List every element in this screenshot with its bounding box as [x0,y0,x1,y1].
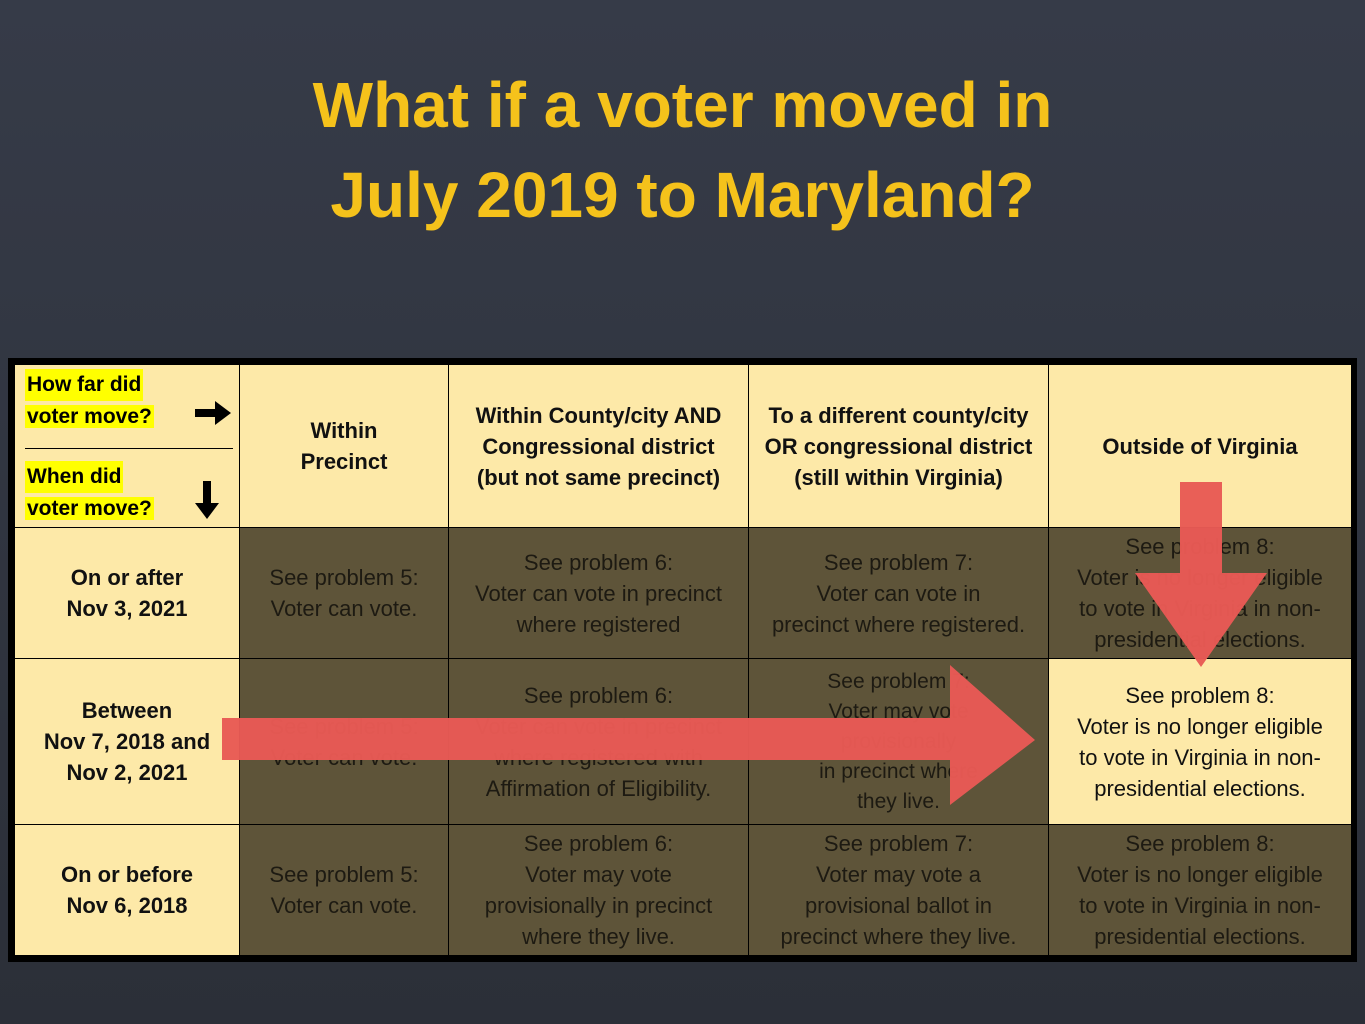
table-header-row: How far did voter move? When did voter m… [14,363,1352,529]
title-line-2: July 2019 to Maryland? [330,159,1035,231]
cell-line: presidential elections. [1094,923,1306,949]
cell-line: Voter can vote. [270,892,418,918]
table-cell: See problem 5: Voter can vote. [239,527,449,660]
when-label: When did voter move? [25,461,154,525]
table-cell: See problem 7: Voter can vote in precinc… [748,527,1049,660]
cell-line: precinct where they live. [780,923,1017,949]
cell-line: where registered [516,611,681,637]
how-far-line-2: voter move? [25,405,154,428]
column-header-different-county: To a different county/city OR congressio… [748,363,1049,529]
cell-line: precinct where registered. [771,611,1026,637]
col-header-line: (but not same precinct) [476,464,721,490]
cell-line: to vote in Virginia in non- [1079,892,1321,918]
column-header-within-precinct: Within Precinct [239,363,449,529]
table-row-after-nov-2021: On or after Nov 3, 2021 See problem 5: V… [14,527,1352,660]
column-header-outside-virginia: Outside of Virginia [1048,363,1352,529]
cell-line: See problem 8: [1125,682,1275,708]
cell-line: to vote in Virginia in non- [1079,744,1321,770]
cell-line: where they live. [522,923,675,949]
col-header-line: Within County/city AND [475,402,722,428]
cell-line: Voter is no longer eligible [1077,713,1323,739]
cell-line: Voter can vote in precinct [474,713,723,739]
corner-cell: How far did voter move? When did voter m… [14,363,240,529]
cell-line: Voter may vote [525,861,672,887]
table-cell: See problem 6: Voter can vote in precinc… [448,527,749,660]
voter-move-table: How far did voter move? When did voter m… [8,358,1357,962]
col-header-line: Precinct [300,449,388,475]
cell-line: Voter can vote in precinct [474,580,723,606]
cell-line: provisionally [840,729,957,753]
cell-line: See problem 7: [823,830,974,856]
cell-line: to vote in Virginia in non- [1079,596,1321,622]
corner-divider [25,448,233,449]
table-cell: See problem 8: Voter is no longer eligib… [1048,527,1352,660]
table-row-between-2018-2021: Between Nov 7, 2018 and Nov 2, 2021 See … [14,658,1352,825]
slide-title: What if a voter moved in July 2019 to Ma… [0,60,1365,240]
cell-line: presidential elections. [1094,627,1306,653]
col-header-line: To a different county/city [768,402,1029,428]
row-header: On or after Nov 3, 2021 [14,527,240,660]
row-header-line: Nov 7, 2018 and [43,729,211,755]
cell-line: Voter is no longer eligible [1077,565,1323,591]
cell-line: See problem 5: [269,861,419,887]
cell-line: Voter can vote. [270,596,418,622]
table-cell: See problem 7: Voter may vote a provisio… [748,823,1049,957]
cell-line: Voter may vote a [815,861,982,887]
table-cell: See problem 5: Voter can vote. [239,658,449,825]
row-header-line: Nov 2, 2021 [66,760,188,786]
row-header-line: On or before [60,861,193,887]
row-header-line: On or after [70,565,184,591]
cell-line: Voter is no longer eligible [1077,861,1323,887]
row-header: Between Nov 7, 2018 and Nov 2, 2021 [14,658,240,825]
table-cell: See problem 8: Voter is no longer eligib… [1048,823,1352,957]
cell-line: Voter may vote [828,699,969,723]
highlighted-cell: See problem 8: Voter is no longer eligib… [1048,658,1352,825]
how-far-label: How far did voter move? [25,369,154,433]
row-header-line: Between [81,698,173,724]
cell-line: provisional ballot in [804,892,993,918]
table-cell: See problem 6: Voter may vote provisiona… [448,823,749,957]
cell-line: See problem 6: [523,549,674,575]
cell-line: in precinct where [819,759,978,783]
col-header-line: Within [310,418,378,444]
cell-line: presidential elections. [1094,775,1306,801]
cell-line: provisionally in precinct [484,892,713,918]
cell-line: See problem 6: [523,830,674,856]
table-cell: See problem 6: Voter can vote in precinc… [448,658,749,825]
row-header-line: Nov 3, 2021 [66,596,188,622]
cell-line: they live. [857,789,940,813]
col-header-line: Congressional district [482,433,715,459]
cell-line: See problem 7: [827,669,970,693]
col-header-line: Outside of Virginia [1102,433,1298,459]
how-far-line-1: How far did [25,369,144,401]
arrow-right-icon [195,401,231,425]
cell-line: See problem 7: [823,549,974,575]
cell-line: See problem 5: [269,565,419,591]
column-header-within-county: Within County/city AND Congressional dis… [448,363,749,529]
cell-line: Voter can vote. [270,744,418,770]
row-header-line: Nov 6, 2018 [66,892,188,918]
arrow-down-icon [195,481,219,520]
cell-line: See problem 8: [1125,534,1275,560]
table-cell: See problem 7: Voter may vote provisiona… [748,658,1049,825]
table-row-before-nov-2018: On or before Nov 6, 2018 See problem 5: … [14,823,1352,957]
cell-line: where registered with [493,744,704,770]
col-header-line: OR congressional district [764,433,1033,459]
row-header: On or before Nov 6, 2018 [14,823,240,957]
cell-line: See problem 8: [1125,830,1275,856]
table-cell: See problem 5: Voter can vote. [239,823,449,957]
cell-line: Voter can vote in [816,580,981,606]
cell-line: See problem 6: [523,682,674,708]
col-header-line: (still within Virginia) [794,464,1003,490]
cell-line: Affirmation of Eligibility. [485,775,712,801]
title-line-1: What if a voter moved in [312,69,1053,141]
when-line-2: voter move? [25,497,154,521]
cell-line: See problem 5: [269,713,419,739]
when-line-1: When did [25,461,124,494]
